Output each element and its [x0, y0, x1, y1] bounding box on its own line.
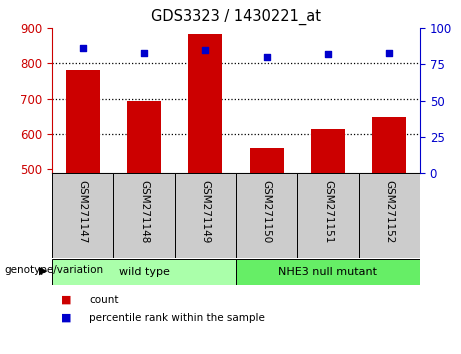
Point — [324, 51, 331, 57]
Text: count: count — [89, 295, 118, 305]
Bar — [189, 34, 222, 173]
Point — [201, 47, 209, 53]
Text: GSM271147: GSM271147 — [77, 180, 88, 243]
Bar — [311, 129, 345, 173]
Bar — [52, 259, 236, 285]
Text: GSM271150: GSM271150 — [262, 180, 272, 243]
Text: GSM271148: GSM271148 — [139, 180, 149, 243]
Text: ■: ■ — [61, 295, 72, 305]
Point — [79, 45, 86, 51]
Text: NHE3 null mutant: NHE3 null mutant — [278, 267, 378, 277]
Bar — [359, 173, 420, 258]
Bar — [236, 259, 420, 285]
Bar — [113, 173, 175, 258]
Text: GSM271152: GSM271152 — [384, 180, 394, 243]
Bar — [250, 148, 284, 173]
Bar — [127, 101, 161, 173]
Bar — [52, 173, 113, 258]
Text: percentile rank within the sample: percentile rank within the sample — [89, 313, 265, 323]
Point — [140, 50, 148, 56]
Bar — [236, 173, 297, 258]
Text: wild type: wild type — [118, 267, 170, 277]
Bar — [297, 173, 359, 258]
Point — [263, 54, 270, 60]
Point — [386, 50, 393, 56]
Text: GSM271151: GSM271151 — [323, 180, 333, 243]
Text: ■: ■ — [61, 313, 72, 323]
Bar — [372, 117, 406, 173]
Bar — [175, 173, 236, 258]
Text: ▶: ▶ — [39, 265, 47, 275]
Title: GDS3323 / 1430221_at: GDS3323 / 1430221_at — [151, 9, 321, 25]
Text: genotype/variation: genotype/variation — [5, 265, 104, 275]
Bar — [66, 70, 100, 173]
Text: GSM271149: GSM271149 — [201, 180, 210, 243]
